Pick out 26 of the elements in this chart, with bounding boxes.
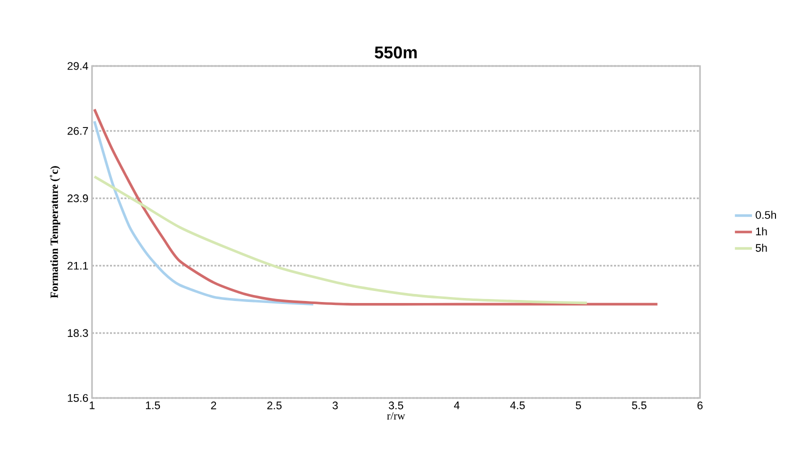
x-tick-label: 4.5 <box>510 402 525 410</box>
y-tick-label: 15.6 <box>68 394 88 402</box>
legend-label: 5h <box>756 244 767 252</box>
x-tick-label: 2 <box>211 402 216 410</box>
line-series <box>93 175 588 304</box>
x-tick-label: 1.5 <box>146 402 160 410</box>
y-tick-label: 18.3 <box>68 329 88 337</box>
line-series <box>93 108 659 306</box>
x-tick-label: 6 <box>698 402 703 410</box>
x-tick-label: 5 <box>576 402 581 410</box>
x-tick-label: 4 <box>454 402 460 410</box>
line-series <box>93 120 315 306</box>
legend-label: 0.5h <box>756 210 776 219</box>
legend-label: 1h <box>756 227 767 236</box>
y-tick-label: 29.4 <box>68 62 88 70</box>
y-tick-label: 21.1 <box>68 262 88 270</box>
x-tick-label: 5.5 <box>632 402 646 410</box>
x-axis-title: r/rw <box>387 412 406 420</box>
y-tick-label: 26.7 <box>68 127 88 135</box>
x-tick-label: 1 <box>90 402 95 410</box>
x-tick-label: 2.5 <box>267 402 282 410</box>
x-tick-label: 3.5 <box>388 402 404 410</box>
chart-title: 550m <box>374 46 417 58</box>
x-tick-label: 3 <box>332 402 338 410</box>
y-axis-title: Formation Temperature (˚c) <box>50 166 60 298</box>
y-tick-label: 23.9 <box>68 194 88 202</box>
